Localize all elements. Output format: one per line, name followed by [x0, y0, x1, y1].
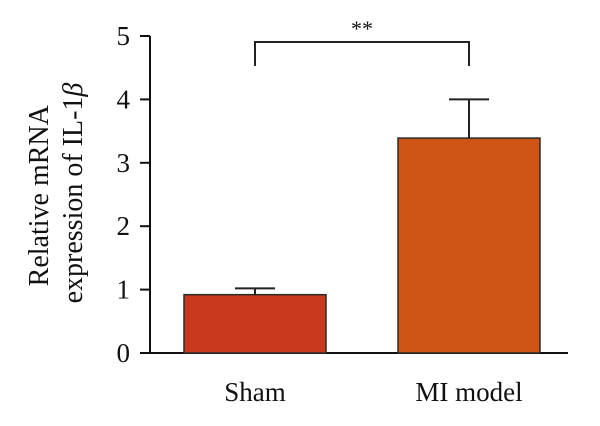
y-axis-label-line1: Relative mRNA	[24, 104, 55, 286]
y-tick-label: 0	[117, 338, 131, 368]
significance-label: **	[351, 16, 373, 41]
y-axis-label: Relative mRNA expression of IL-1β	[24, 83, 89, 304]
significance-bracket-line	[254, 41, 470, 66]
x-tick-label: MI model	[415, 377, 522, 407]
y-tick-label: 4	[117, 84, 131, 114]
y-tick-label: 2	[117, 211, 131, 241]
x-axis-tick-labels: Sham MI model	[224, 377, 522, 407]
y-tick-label: 5	[117, 21, 131, 51]
y-tick-label: 1	[117, 275, 131, 305]
y-axis-label-beta-symbol: β	[58, 83, 89, 98]
y-axis-label-line2: expression of IL-1β	[58, 83, 89, 304]
bars-group	[183, 98, 541, 354]
y-axis-ticks: 0 1 2 3 4 5	[117, 21, 150, 368]
x-tick-label: Sham	[224, 377, 286, 407]
significance-bracket: **	[254, 16, 470, 66]
bar-1	[397, 137, 541, 354]
y-tick-label: 3	[117, 148, 131, 178]
y-axis-label-text: expression of IL-1	[58, 97, 89, 304]
bar-0	[183, 293, 327, 354]
